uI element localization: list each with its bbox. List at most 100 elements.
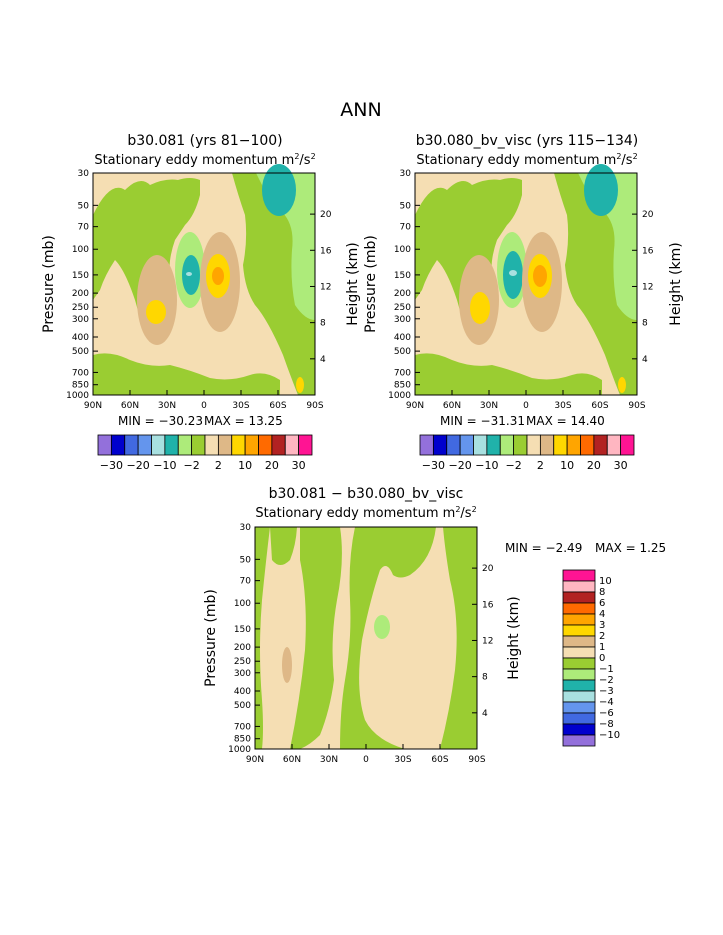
y-tick-label: 50	[240, 555, 252, 565]
y2-tick-label: 16	[482, 600, 494, 610]
panel-3-max: MAX = 1.25	[595, 541, 666, 555]
colorbar-label: −10	[153, 459, 176, 472]
panel-1-y2ticks: 20 16 12 8 4	[310, 210, 332, 365]
y2-tick-label: 4	[320, 355, 326, 365]
y-tick-label: 1000	[388, 391, 411, 401]
colorbar-swatch	[231, 434, 246, 456]
y-tick-label: 250	[72, 303, 89, 313]
colorbar-label: −2	[599, 675, 614, 686]
colorbar-swatch	[562, 613, 596, 626]
y-tick-label: 30	[400, 169, 412, 179]
panel-2-teal-top-right	[584, 164, 618, 216]
panel-2-negative-region	[415, 178, 522, 342]
y-tick-label: 150	[234, 625, 251, 635]
panel-1-min: MIN = −30.23	[118, 414, 203, 428]
colorbar-swatch	[562, 569, 596, 582]
y-tick-label: 150	[394, 271, 411, 281]
colorbar-swatch	[606, 434, 622, 456]
colorbar-label: −30	[100, 459, 123, 472]
colorbar-label: 3	[599, 620, 605, 631]
colorbar-label: 10	[560, 459, 574, 472]
colorbar-label: 30	[614, 459, 628, 472]
x-tick-label: 60N	[121, 401, 139, 411]
panel-1-cyan-min-spot	[186, 272, 192, 276]
panel-1: b30.081 (yrs 81−100) Stationary eddy mom…	[41, 133, 361, 428]
colorbar-swatch	[562, 723, 596, 736]
y-tick-label: 500	[394, 347, 411, 357]
panel-3-light-green-spot	[374, 615, 390, 639]
panel-2-contours	[414, 164, 638, 396]
colorbar-swatch	[473, 434, 488, 456]
x-tick-label: 90N	[406, 401, 424, 411]
y-tick-label: 500	[234, 701, 251, 711]
panel-2-max: MAX = 14.40	[526, 414, 605, 428]
colorbar-swatch	[446, 434, 461, 456]
panel-1-ylabel: Pressure (mb)	[41, 235, 57, 333]
y-tick-label: 50	[400, 201, 412, 211]
y-tick-label: 150	[72, 271, 89, 281]
y2-tick-label: 12	[482, 636, 493, 646]
x-tick-label: 30N	[480, 401, 498, 411]
x-tick-label: 30N	[158, 401, 176, 411]
panel-1-tan-contour-left	[137, 255, 177, 345]
colorbar-swatch	[562, 580, 596, 593]
panel-1-light-green-region	[256, 173, 315, 320]
x-tick-label: 60N	[283, 755, 301, 765]
colorbar-swatch	[298, 434, 313, 456]
colorbar-swatch	[499, 434, 515, 456]
colorbar-swatch	[553, 434, 568, 456]
colorbar-label: −20	[449, 459, 472, 472]
colorbar-swatch	[124, 434, 139, 456]
y-tick-label: 70	[78, 223, 90, 233]
colorbar-label: 4	[599, 609, 605, 620]
colorbar-top-right: −30 −20 −10 −2 2 10 20 30	[419, 434, 635, 472]
y2-tick-label: 4	[642, 355, 648, 365]
panel-3-y2ticks: 20 16 12 8 4	[472, 564, 494, 719]
x-tick-label: 90N	[246, 755, 264, 765]
colorbar-swatch	[526, 434, 541, 456]
panel-2-cyan-min-spot	[509, 270, 517, 276]
panel-2-orange-max-core	[533, 265, 547, 287]
colorbar-label: 2	[537, 459, 544, 472]
y2-tick-label: 8	[320, 319, 326, 329]
x-tick-label: 30S	[232, 401, 249, 411]
panel-1-yellow-bottom-right	[296, 377, 304, 393]
y-tick-label: 250	[234, 657, 251, 667]
colorbar-label: −8	[599, 719, 614, 730]
x-tick-label: 30S	[394, 755, 411, 765]
panel-2-y2label: Height (km)	[668, 242, 684, 325]
panel-1-max: MAX = 13.25	[204, 414, 283, 428]
colorbar-swatch	[593, 434, 608, 456]
panel-3-tan-spot	[282, 647, 292, 683]
y-tick-label: 850	[394, 381, 411, 391]
colorbar-label: 30	[292, 459, 306, 472]
x-tick-label: 90S	[468, 755, 485, 765]
colorbar-label: −10	[599, 730, 620, 741]
colorbar-swatch	[562, 624, 596, 637]
y-tick-label: 70	[400, 223, 412, 233]
colorbar-label: −10	[475, 459, 498, 472]
y-tick-label: 300	[234, 669, 251, 679]
x-tick-label: 30N	[320, 755, 338, 765]
x-tick-label: 60S	[269, 401, 286, 411]
panel-1-orange-max-core	[212, 267, 224, 285]
colorbar-swatch	[97, 434, 112, 456]
colorbar-swatch	[562, 591, 596, 604]
colorbar-swatch	[562, 679, 596, 692]
y-tick-label: 100	[394, 245, 411, 255]
x-tick-label: 60S	[431, 755, 448, 765]
colorbar-swatch	[204, 434, 219, 456]
colorbar-swatch	[513, 434, 528, 456]
x-tick-label: 60S	[591, 401, 608, 411]
panel-3-negative-band-right	[440, 527, 477, 749]
panel-2-light-green-region	[578, 173, 637, 320]
y-tick-label: 1000	[66, 391, 89, 401]
panel-1-y2label: Height (km)	[345, 242, 361, 325]
colorbar-label: 2	[215, 459, 222, 472]
colorbar-swatch	[459, 434, 474, 456]
